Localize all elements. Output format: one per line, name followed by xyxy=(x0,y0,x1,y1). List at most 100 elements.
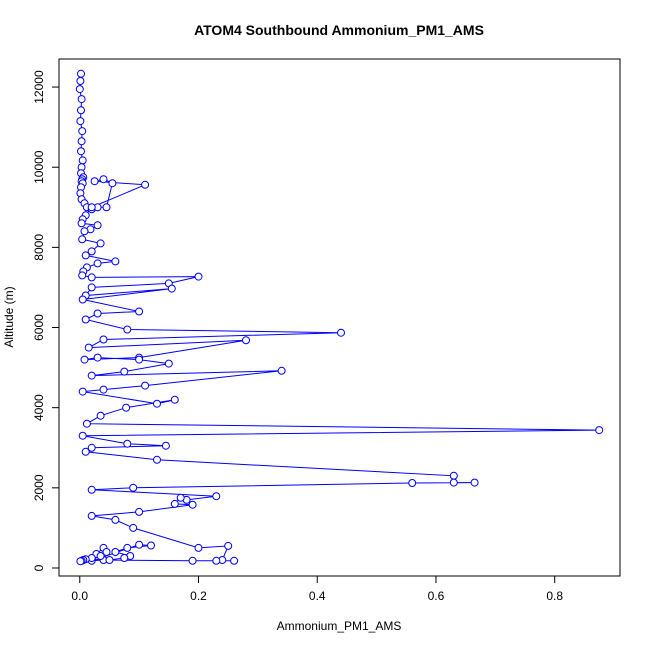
y-tick-label: 8000 xyxy=(32,234,46,261)
data-point xyxy=(141,381,150,390)
data-point xyxy=(135,307,144,316)
data-point xyxy=(84,343,93,352)
data-point xyxy=(78,295,87,304)
data-point xyxy=(77,147,85,156)
data-point xyxy=(120,367,129,376)
data-point xyxy=(105,556,114,564)
data-point xyxy=(81,251,90,260)
data-point xyxy=(96,411,105,420)
data-point xyxy=(96,552,105,560)
data-point xyxy=(123,325,132,334)
data-point xyxy=(77,106,85,115)
data-point xyxy=(212,492,221,501)
data-point xyxy=(135,355,144,364)
data-point xyxy=(87,203,96,212)
data-point xyxy=(170,499,179,508)
data-point xyxy=(76,557,85,566)
data-point xyxy=(337,328,345,337)
data-point xyxy=(87,511,96,520)
x-axis-label: Ammonium_PM1_AMS xyxy=(277,619,402,633)
data-point xyxy=(87,485,96,494)
data-point xyxy=(77,69,85,78)
y-tick-label: 4000 xyxy=(32,394,46,421)
data-point xyxy=(78,235,87,244)
data-point xyxy=(93,309,102,318)
x-tick-label: 0.8 xyxy=(546,589,563,603)
data-point xyxy=(595,426,604,435)
data-point xyxy=(76,117,85,126)
y-tick-label: 0 xyxy=(32,564,46,571)
series-layer xyxy=(75,69,604,566)
y-axis-label: Altitude (m) xyxy=(2,286,16,347)
data-point xyxy=(111,257,120,266)
data-point xyxy=(87,371,96,380)
data-point xyxy=(176,493,185,502)
data-point xyxy=(78,156,87,165)
data-point xyxy=(80,355,89,364)
data-point xyxy=(123,543,132,552)
data-point xyxy=(90,177,99,186)
data-point xyxy=(81,447,90,456)
data-point xyxy=(449,478,458,487)
data-point xyxy=(78,271,87,280)
data-point xyxy=(167,284,176,293)
y-tick-label: 6000 xyxy=(32,314,46,341)
x-tick-label: 0.4 xyxy=(309,589,326,603)
data-point xyxy=(77,95,86,104)
data-point xyxy=(147,541,155,550)
data-point xyxy=(78,431,87,440)
data-point xyxy=(153,455,161,464)
data-point xyxy=(122,403,131,412)
data-point xyxy=(161,441,170,450)
data-point xyxy=(75,85,84,94)
data-point xyxy=(141,180,150,189)
data-point xyxy=(277,366,286,375)
data-point xyxy=(111,548,120,556)
data-point xyxy=(87,443,96,452)
data-point xyxy=(87,247,96,256)
x-tick-label: 0.0 xyxy=(71,589,88,603)
data-point xyxy=(408,479,417,487)
chart-title: ATOM4 Southbound Ammonium_PM1_AMS xyxy=(194,22,484,38)
data-point xyxy=(194,543,203,552)
data-point xyxy=(212,556,221,565)
data-point xyxy=(188,556,197,565)
data-point xyxy=(77,219,86,228)
data-point xyxy=(242,336,250,345)
data-point xyxy=(188,500,197,509)
data-point xyxy=(120,554,129,562)
x-axis: 0.0 0.2 0.4 0.6 0.8 xyxy=(71,575,563,603)
data-point xyxy=(102,548,111,556)
plot-frame xyxy=(58,58,621,577)
data-point xyxy=(80,227,89,236)
y-axis: 0 2000 4000 6000 8000 10000 12000 xyxy=(32,70,60,571)
data-point xyxy=(87,273,96,282)
data-point xyxy=(99,385,108,394)
series-line xyxy=(79,73,600,562)
data-point xyxy=(129,523,138,532)
data-point xyxy=(78,127,87,136)
x-tick-label: 0.2 xyxy=(190,589,207,603)
data-point xyxy=(111,515,120,524)
data-point xyxy=(170,395,179,404)
data-point xyxy=(93,221,102,230)
data-point xyxy=(102,203,111,212)
data-point xyxy=(78,387,87,396)
data-point xyxy=(135,540,144,549)
data-point xyxy=(153,399,161,408)
data-point xyxy=(82,419,91,428)
data-point xyxy=(135,507,144,516)
data-point xyxy=(129,483,138,492)
data-point xyxy=(99,335,108,344)
data-point xyxy=(87,283,96,292)
data-point xyxy=(77,137,86,146)
data-point xyxy=(194,272,203,281)
data-point xyxy=(470,478,479,487)
x-tick-label: 0.6 xyxy=(428,589,445,603)
data-point xyxy=(449,471,458,480)
data-point xyxy=(123,439,132,448)
data-point xyxy=(93,259,102,268)
data-point xyxy=(230,556,239,565)
y-tick-label: 10000 xyxy=(32,150,46,184)
